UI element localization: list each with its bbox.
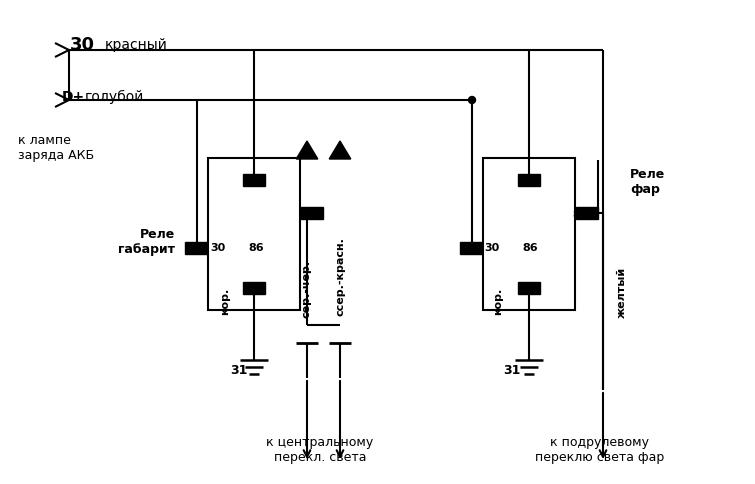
Bar	[518, 174, 540, 186]
Text: D+: D+	[62, 90, 85, 104]
Text: к центральному
перекл. света: к центральному перекл. света	[267, 436, 374, 464]
Text: 86: 86	[248, 243, 263, 253]
Text: Реле
габарит: Реле габарит	[118, 228, 175, 256]
Text: 85: 85	[248, 177, 263, 187]
Text: сер.-чер.: сер.-чер.	[301, 260, 311, 318]
Text: к подрулевому
переклю света фар: к подрулевому переклю света фар	[535, 436, 664, 464]
Text: 87: 87	[572, 210, 587, 220]
Bar	[243, 282, 265, 294]
Text: 85: 85	[522, 177, 538, 187]
Text: голубой: голубой	[85, 90, 144, 104]
Text: 86: 86	[522, 243, 538, 253]
Polygon shape	[329, 141, 351, 159]
Text: 31: 31	[230, 363, 248, 377]
Text: к лампе
заряда АКБ: к лампе заряда АКБ	[18, 134, 94, 162]
Text: желтый: желтый	[617, 267, 627, 318]
Bar	[185, 242, 207, 254]
Bar	[518, 282, 540, 294]
Bar	[208, 158, 300, 310]
Circle shape	[304, 210, 310, 216]
Text: 30: 30	[210, 243, 225, 253]
Polygon shape	[296, 141, 318, 159]
Text: 87: 87	[298, 210, 313, 220]
Circle shape	[469, 96, 476, 104]
Bar	[301, 207, 323, 219]
Bar	[243, 174, 265, 186]
Text: ссер.-красн.: ссер.-красн.	[335, 237, 345, 316]
Bar	[483, 158, 575, 310]
Text: 30: 30	[70, 36, 95, 54]
Text: Реле
фар: Реле фар	[630, 168, 665, 196]
Text: красный: красный	[105, 38, 168, 52]
Text: 30: 30	[484, 243, 499, 253]
Text: кор.: кор.	[220, 288, 230, 315]
Text: кор.: кор.	[493, 288, 503, 315]
Bar	[460, 242, 482, 254]
Text: 31: 31	[503, 363, 520, 377]
Circle shape	[193, 244, 201, 252]
Bar	[576, 207, 598, 219]
